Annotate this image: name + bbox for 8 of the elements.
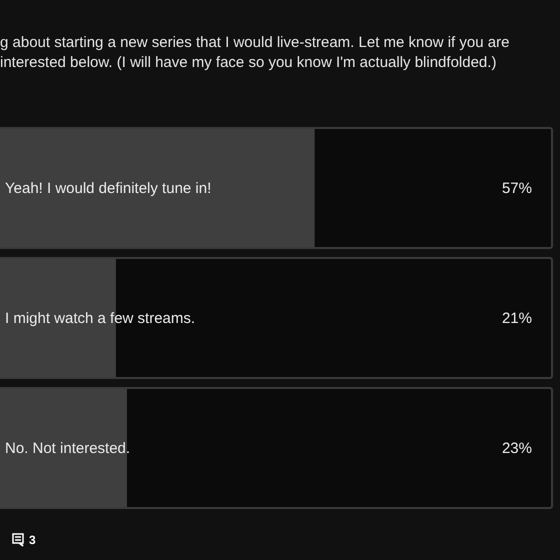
y-tick-label: Yeah! I would definitely tune in!: [5, 180, 212, 197]
data-label: 57%: [502, 180, 532, 197]
data-label: 23%: [502, 440, 532, 457]
y-tick-label: I might watch a few streams.: [5, 310, 196, 327]
text: 3: [29, 533, 36, 547]
data-label: 21%: [502, 310, 532, 327]
chart-title: g about starting a new series that I would live-stream. Let me know if you are interested below. (I will have my face so you know I'm actually blindfolded.): [0, 34, 510, 71]
y-tick-label: No. Not interested.: [5, 440, 130, 457]
